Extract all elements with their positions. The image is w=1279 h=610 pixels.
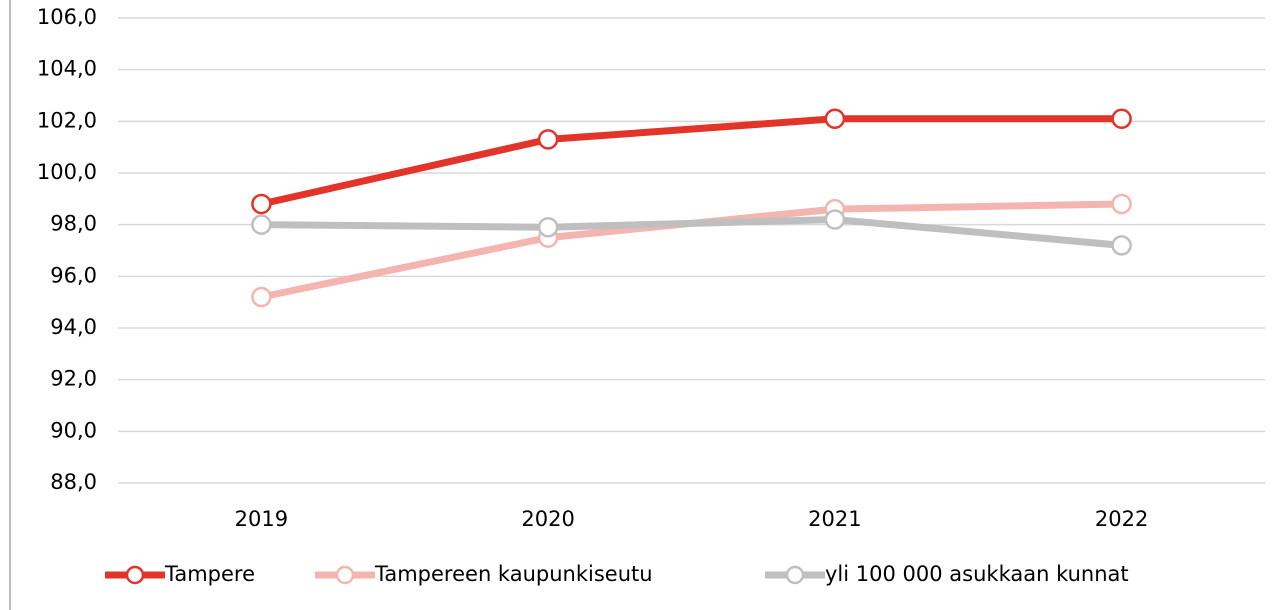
- legend-label: yli 100 000 asukkaan kunnat: [825, 562, 1129, 586]
- y-tick-label: 98,0: [50, 212, 97, 236]
- y-tick-label: 106,0: [37, 5, 97, 29]
- legend-marker: [335, 565, 355, 585]
- y-tick-label: 100,0: [37, 160, 97, 184]
- y-tick-label: 90,0: [50, 418, 97, 442]
- y-tick-label: 92,0: [50, 367, 97, 391]
- data-point: [1111, 108, 1132, 129]
- data-point: [251, 193, 272, 215]
- data-point: [1111, 193, 1132, 215]
- legend-label: Tampere: [164, 562, 255, 586]
- series-line: [261, 216, 1122, 249]
- x-tick-label: 2021: [808, 507, 861, 531]
- legend-marker: [125, 565, 145, 585]
- data-point: [1111, 235, 1132, 256]
- x-tick-label: 2020: [521, 507, 574, 531]
- legend-marker: [785, 565, 805, 585]
- y-tick-label: 88,0: [50, 470, 97, 494]
- x-tick-label: 2019: [235, 507, 288, 531]
- data-point: [824, 108, 846, 129]
- data-point: [537, 129, 559, 150]
- data-point: [824, 209, 846, 230]
- y-tick-label: 104,0: [37, 57, 97, 81]
- series-line: [260, 115, 1122, 208]
- y-tick-label: 94,0: [50, 315, 97, 339]
- y-tick-label: 102,0: [37, 108, 97, 132]
- y-tick-label: 96,0: [50, 263, 97, 287]
- x-tick-label: 2022: [1095, 507, 1148, 531]
- data-point: [251, 214, 272, 235]
- legend-label: Tampereen kaupunkiseutu: [374, 562, 653, 586]
- series-line: [260, 200, 1122, 301]
- data-point: [251, 286, 272, 308]
- data-point: [537, 217, 559, 238]
